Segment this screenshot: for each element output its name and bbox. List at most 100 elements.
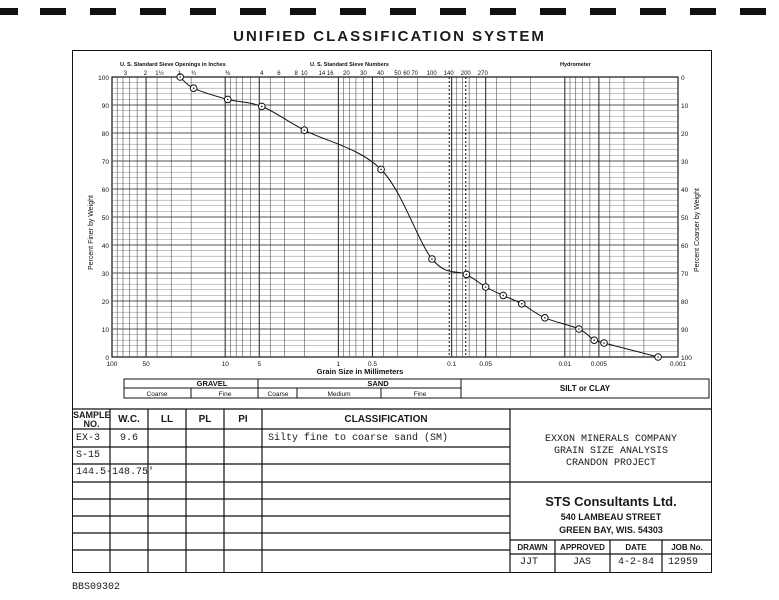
y-right-tick-label: 90 bbox=[681, 327, 689, 334]
y-left-tick-label: 80 bbox=[102, 131, 110, 138]
job-value: 12959 bbox=[668, 557, 699, 568]
x-tick-label: 0.005 bbox=[591, 361, 608, 368]
data-point-center bbox=[502, 294, 505, 297]
approved-value: JAS bbox=[573, 557, 592, 568]
consultant-city: GREEN BAY, WIS. 54303 bbox=[559, 525, 663, 535]
header-pl: PL bbox=[198, 414, 212, 425]
y-right-tick-label: 40 bbox=[681, 187, 689, 194]
sieve-inch-tick-label: 2 bbox=[144, 71, 148, 77]
y-left-tick-label: 50 bbox=[102, 215, 110, 222]
x-tick-label: 0.01 bbox=[558, 361, 571, 368]
row1-sample: EX-3 bbox=[76, 433, 101, 444]
consultant-name: STS Consultants Ltd. bbox=[545, 494, 677, 509]
header-classification: CLASSIFICATION bbox=[344, 414, 428, 425]
y-right-tick-label: 50 bbox=[681, 215, 689, 222]
x-tick-label: 0.05 bbox=[479, 361, 492, 368]
data-point-center bbox=[593, 339, 595, 342]
y-left-tick-label: 100 bbox=[98, 75, 109, 82]
header-sample-no: SAMPLE NO. bbox=[73, 410, 111, 429]
y-left-tick-label: 30 bbox=[102, 271, 110, 278]
drawn-label: DRAWN bbox=[517, 543, 548, 552]
sieve-number-tick-label: 10 bbox=[301, 71, 308, 77]
x-tick-label: 5 bbox=[257, 361, 261, 368]
y-right-tick-label: 20 bbox=[681, 131, 689, 138]
y-right-tick-label: 0 bbox=[681, 75, 685, 82]
data-point-center bbox=[260, 105, 263, 108]
silt-clay-label: SILT or CLAY bbox=[560, 384, 611, 393]
sand-label: SAND bbox=[367, 379, 389, 388]
sieve-number-tick-label: 40 bbox=[377, 71, 384, 77]
x-tick-label: 1 bbox=[337, 361, 341, 368]
sieve-inch-tick-label: ¾ bbox=[191, 71, 197, 77]
sieve-number-tick-label: 60 bbox=[403, 71, 410, 77]
date-value: 4-2-84 bbox=[618, 557, 655, 568]
data-point-center bbox=[603, 342, 605, 344]
header-pi: PI bbox=[238, 414, 248, 425]
data-point-center bbox=[465, 273, 468, 276]
row1-wc: 9.6 bbox=[120, 433, 139, 444]
row3-sample: 144.5- bbox=[76, 467, 113, 478]
data-point-center bbox=[303, 129, 306, 131]
y-right-tick-label: 100 bbox=[681, 355, 692, 362]
y-right-tick-label: 80 bbox=[681, 299, 689, 306]
x-tick-label: 0.001 bbox=[670, 361, 687, 368]
y-left-tick-label: 20 bbox=[102, 299, 110, 306]
y-left-tick-label: 70 bbox=[102, 159, 110, 166]
job-label: JOB No. bbox=[671, 543, 703, 552]
drawn-value: JJT bbox=[520, 557, 539, 568]
data-point-center bbox=[192, 87, 195, 89]
sieve-number-tick-label: 8 bbox=[295, 71, 299, 77]
footer-code: BBS09302 bbox=[72, 582, 121, 593]
y-left-tick-label: 40 bbox=[102, 243, 110, 250]
sieve-number-tick-label: 16 bbox=[327, 71, 334, 77]
sieve-number-tick-label: 270 bbox=[478, 71, 489, 77]
header-ll: LL bbox=[160, 414, 174, 425]
x-tick-label: 50 bbox=[142, 361, 150, 368]
data-point-center bbox=[431, 258, 433, 260]
x-tick-label: 100 bbox=[107, 361, 118, 368]
project-info: EXXON MINERALS COMPANY GRAIN SIZE ANALYS… bbox=[510, 434, 712, 470]
sieve-number-tick-label: 50 bbox=[394, 71, 401, 77]
data-point-center bbox=[484, 286, 487, 288]
gravel-coarse-label: Coarse bbox=[147, 391, 168, 398]
data-point-center bbox=[380, 168, 382, 171]
sieve-inch-tick-label: ⅜ bbox=[225, 71, 231, 77]
sieve-inch-tick-label: 1 bbox=[178, 71, 182, 77]
sieve-number-tick-label: 200 bbox=[461, 71, 472, 77]
header-wc: W.C. bbox=[118, 414, 140, 425]
data-point-center bbox=[520, 303, 523, 305]
row1-classification: Silty fine to coarse sand (SM) bbox=[268, 433, 449, 444]
sieve-number-tick-label: 140 bbox=[444, 71, 455, 77]
sand-fine-label: Fine bbox=[414, 391, 427, 398]
sieve-inch-tick-label: 3 bbox=[124, 71, 128, 77]
x-tick-label: 0.5 bbox=[368, 361, 377, 368]
sieve-number-tick-label: 6 bbox=[277, 71, 281, 77]
sand-coarse-label: Coarse bbox=[268, 391, 289, 398]
sieve-number-tick-label: 14 bbox=[319, 71, 326, 77]
sieve-number-tick-label: 20 bbox=[343, 71, 350, 77]
gradation-curve bbox=[179, 76, 659, 358]
approved-label: APPROVED bbox=[560, 543, 605, 552]
data-point-center bbox=[179, 76, 181, 78]
y-left-tick-label: 90 bbox=[102, 103, 110, 110]
x-tick-label: 0.1 bbox=[447, 361, 456, 368]
y-left-tick-label: 10 bbox=[102, 327, 110, 334]
form-frame bbox=[72, 50, 712, 573]
date-label: DATE bbox=[625, 543, 647, 552]
data-point-center bbox=[657, 356, 659, 358]
y-right-tick-label: 30 bbox=[681, 159, 689, 166]
y-right-tick-label: 10 bbox=[681, 103, 689, 110]
gravel-fine-label: Fine bbox=[219, 391, 232, 398]
row3-wc: 148.75' bbox=[112, 467, 155, 478]
sand-medium-label: Medium bbox=[327, 391, 350, 398]
y-left-tick-label: 0 bbox=[105, 355, 109, 362]
y-left-tick-label: 60 bbox=[102, 187, 110, 194]
x-tick-label: 10 bbox=[222, 361, 230, 368]
data-point-center bbox=[578, 328, 580, 330]
page-title: UNIFIED CLASSIFICATION SYSTEM bbox=[233, 28, 546, 45]
sieve-number-tick-label: 70 bbox=[411, 71, 418, 77]
data-point-center bbox=[544, 317, 546, 319]
